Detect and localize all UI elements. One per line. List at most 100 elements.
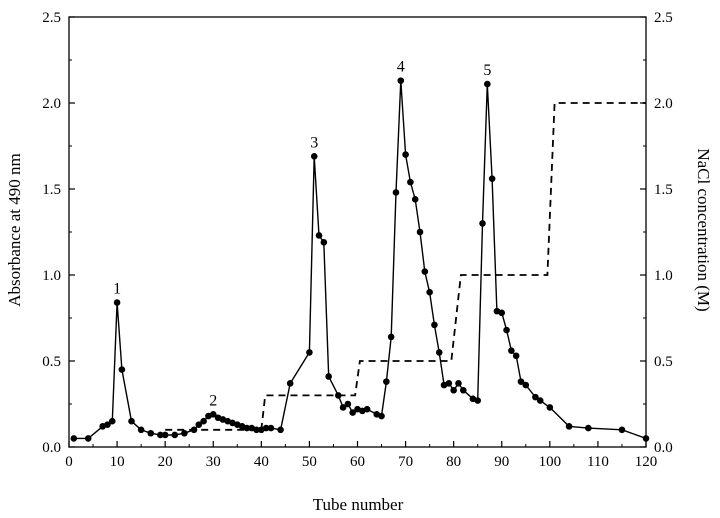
- peak-label-4: 4: [397, 59, 405, 76]
- absorbance-point: [484, 80, 491, 88]
- absorbance-point: [445, 380, 453, 387]
- y-tick-label: 2.5: [42, 10, 61, 26]
- absorbance-point: [407, 178, 414, 186]
- y2-tick-label: 1.5: [654, 182, 673, 198]
- peak-label-1: 1: [113, 281, 121, 298]
- absorbance-point: [306, 349, 313, 356]
- y2-tick-label: 1.0: [654, 268, 673, 284]
- x-tick-label: 120: [635, 454, 658, 470]
- absorbance-point: [397, 77, 405, 84]
- absorbance-point: [320, 239, 328, 246]
- absorbance-point: [479, 220, 486, 227]
- absorbance-point: [243, 424, 251, 432]
- absorbance-point: [503, 326, 510, 334]
- absorbance-point: [137, 426, 145, 434]
- y-tick-label: 2.0: [42, 96, 61, 112]
- absorbance-point: [387, 333, 395, 341]
- absorbance-point: [70, 435, 78, 442]
- absorbance-point: [378, 412, 385, 420]
- y-tick-label: 0.5: [42, 354, 61, 370]
- absorbance-point: [325, 373, 332, 380]
- nacl-step-line: [165, 102, 646, 431]
- x-tick-label: 20: [158, 454, 173, 470]
- absorbance-point: [522, 381, 530, 389]
- absorbance-point: [411, 196, 419, 203]
- x-tick-label: 40: [254, 454, 269, 470]
- absorbance-point: [253, 426, 260, 434]
- absorbance-point: [190, 426, 198, 434]
- absorbance-point: [267, 424, 275, 432]
- y2-tick-label: 0.0: [654, 440, 673, 456]
- axis-ticks: 0 10 20 30 40 50 60 70 80 90 100 110 1200.00.51.01.5…: [42, 10, 673, 470]
- absorbance-point: [363, 405, 371, 413]
- absorbance-point: [277, 426, 284, 434]
- absorbance-point: [147, 429, 155, 437]
- absorbance-point: [209, 411, 217, 418]
- absorbance-point: [334, 392, 342, 399]
- x-tick-label: 0: [65, 454, 73, 470]
- nacl-gradient-series: [165, 102, 646, 431]
- y2-tick-label: 0.5: [654, 354, 673, 370]
- absorbance-point: [546, 404, 554, 411]
- absorbance-point: [339, 404, 347, 411]
- absorbance-point: [344, 400, 352, 408]
- absorbance-point: [618, 426, 626, 434]
- x-tick-label: 10: [110, 454, 125, 470]
- absorbance-point: [349, 409, 356, 416]
- y2-axis-title: NaCl concentration (M): [694, 148, 713, 311]
- absorbance-point: [161, 431, 169, 439]
- absorbance-point: [508, 347, 515, 354]
- absorbance-point: [286, 380, 294, 387]
- absorbance-point: [84, 435, 92, 442]
- absorbance-point: [181, 429, 188, 437]
- absorbance-point: [455, 380, 462, 387]
- absorbance-point: [435, 349, 443, 356]
- x-tick-label: 100: [539, 454, 562, 470]
- absorbance-point: [536, 397, 544, 404]
- y2-tick-label: 2.5: [654, 10, 673, 26]
- x-tick-label: 60: [350, 454, 365, 470]
- absorbance-series: [70, 77, 650, 442]
- y-axis-title: Absorbance at 490 nm: [5, 153, 24, 306]
- absorbance-point: [392, 189, 400, 196]
- absorbance-point: [642, 435, 650, 442]
- absorbance-point: [585, 424, 592, 432]
- absorbance-point: [450, 386, 457, 394]
- absorbance-point: [113, 299, 121, 306]
- absorbance-point: [426, 288, 433, 296]
- absorbance-point: [195, 421, 203, 428]
- x-tick-label: 110: [587, 454, 609, 470]
- x-tick-label: 70: [398, 454, 413, 470]
- absorbance-line: [73, 79, 647, 440]
- absorbance-point: [488, 175, 496, 182]
- absorbance-point: [459, 386, 467, 394]
- absorbance-point: [108, 417, 116, 425]
- absorbance-point: [383, 378, 390, 385]
- absorbance-point: [431, 321, 438, 329]
- absorbance-point: [310, 153, 318, 160]
- absorbance-point: [474, 397, 482, 404]
- x-tick-label: 50: [302, 454, 317, 470]
- absorbance-point: [104, 421, 111, 428]
- absorbance-point: [315, 232, 323, 239]
- absorbance-point: [262, 424, 270, 432]
- absorbance-point: [517, 378, 525, 385]
- absorbance-point: [532, 393, 539, 401]
- x-tick-label: 30: [206, 454, 221, 470]
- x-tick-label: 90: [494, 454, 509, 470]
- peak-label-3: 3: [310, 134, 318, 151]
- absorbance-point: [416, 228, 424, 236]
- y-tick-label: 1.0: [42, 268, 61, 284]
- absorbance-point: [118, 366, 126, 373]
- peak-label-2: 2: [209, 392, 217, 409]
- absorbance-point: [565, 423, 573, 430]
- y-tick-label: 0.0: [42, 440, 61, 456]
- peak-label-5: 5: [483, 62, 491, 79]
- x-axis-title: Tube number: [313, 495, 404, 514]
- absorbance-point: [402, 151, 409, 158]
- absorbance-point: [157, 431, 164, 439]
- absorbance-point: [200, 417, 207, 425]
- y-tick-label: 1.5: [42, 182, 61, 198]
- x-tick-label: 80: [446, 454, 461, 470]
